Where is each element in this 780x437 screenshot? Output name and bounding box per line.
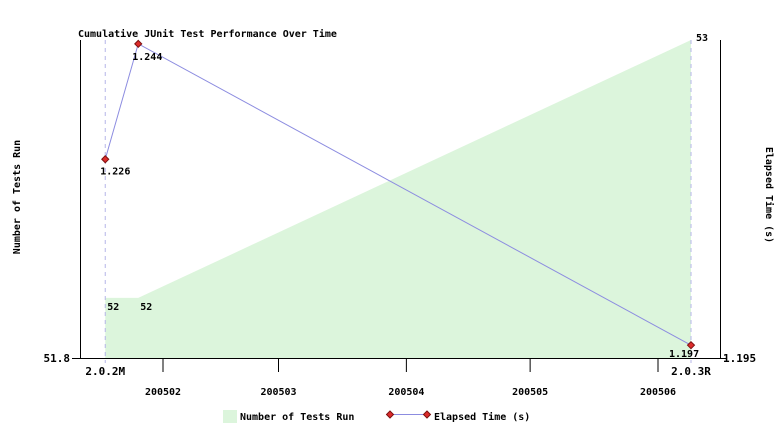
value-label: 53 <box>696 33 708 44</box>
plot-area: 200502 200503 200504 200505 200506 2.0.2M 2.0.… <box>85 33 711 398</box>
data-point-marker <box>134 39 143 49</box>
legend-line-marker-left-icon <box>385 410 395 419</box>
value-label: 1.226 <box>100 166 130 177</box>
right-axis-min-tick-label: 1.195 <box>723 352 756 365</box>
value-label: 52 <box>107 302 119 313</box>
x-tick-label: 200505 <box>512 387 548 398</box>
value-label: 1.197 <box>669 349 699 360</box>
x-tick-label: 200503 <box>260 387 296 398</box>
value-label: 52 <box>140 302 152 313</box>
legend: Number of Tests Run Elapsed Time (s) <box>223 410 530 423</box>
legend-area-swatch <box>223 410 237 423</box>
release-label: 2.0.2M <box>85 365 125 378</box>
left-axis-min-tick-label: 51.8 <box>44 352 71 365</box>
data-point-marker <box>686 340 696 350</box>
x-tick-label: 200504 <box>388 387 424 398</box>
release-label: 2.0.3R <box>671 365 711 378</box>
x-tick-label: 200502 <box>145 387 181 398</box>
legend-line-label: Elapsed Time (s) <box>434 411 530 423</box>
data-point-marker <box>101 155 110 164</box>
legend-line-marker-right-icon <box>422 410 432 419</box>
value-label: 1.244 <box>132 52 162 63</box>
right-axis-title: Elapsed Time (s) <box>763 147 775 243</box>
tests-run-area <box>105 40 691 358</box>
x-tick-label: 200506 <box>640 387 676 398</box>
chart-title: Cumulative JUnit Test Performance Over T… <box>78 28 337 40</box>
left-axis-title: Number of Tests Run <box>12 140 23 254</box>
legend-area-label: Number of Tests Run <box>240 412 354 423</box>
